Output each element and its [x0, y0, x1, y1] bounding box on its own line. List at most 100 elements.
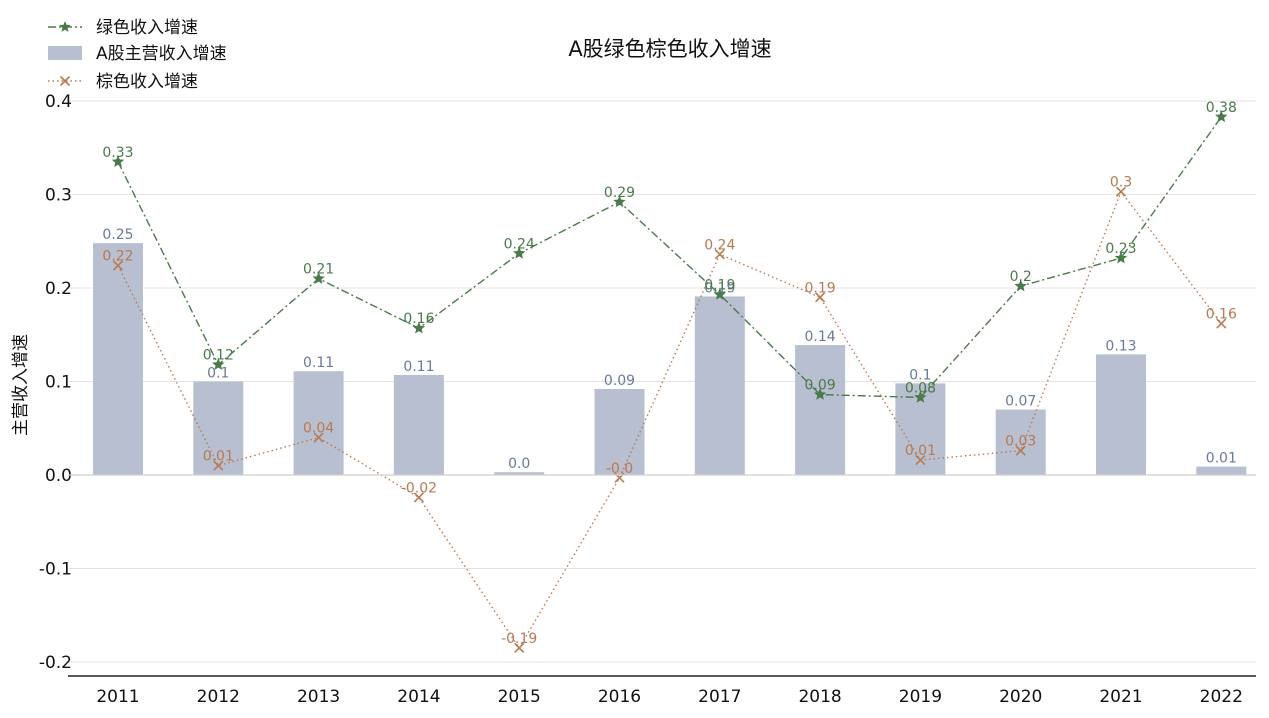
legend-item-brown: 棕色收入增速: [48, 72, 198, 92]
green-series-data-label: 0.16: [403, 311, 434, 327]
legend-x-icon: [59, 75, 71, 87]
green-series-point: [1014, 279, 1027, 292]
green-series-data-label: 0.24: [504, 236, 535, 252]
x-tick-label: 2018: [798, 687, 841, 707]
legend-item-ashare: A股主营收入增速: [48, 44, 227, 64]
y-tick-label: 0.2: [45, 279, 72, 299]
y-axis-label: 主营收入增速: [11, 334, 31, 436]
green-series-point: [1114, 251, 1128, 264]
green-series-point: [914, 390, 927, 403]
x-tick-label: 2012: [197, 687, 240, 707]
x-tick-label: 2013: [297, 687, 340, 707]
brown-series-data-label: -0.19: [501, 631, 537, 647]
data-label-layer: 0.25 0.1 0.11 0.11 0.0 0.09 0.19 0.14 0.1 0.07 0.1…: [102, 100, 1237, 647]
green-series-data-label: 0.21: [303, 262, 334, 278]
y-tick-label: 0.4: [45, 92, 72, 112]
green-series-data-label: 0.38: [1206, 100, 1237, 116]
green-series-data-label: 0.29: [604, 185, 635, 201]
line-layer: [111, 110, 1228, 654]
brown-series-point: [1115, 186, 1127, 197]
legend-label-brown: 棕色收入增速: [96, 72, 198, 92]
bar-data-label: 0.01: [1206, 451, 1237, 467]
bar-data-label: 0.25: [102, 227, 133, 243]
brown-series-data-label: 0.22: [102, 249, 133, 265]
green-series-data-label: 0.33: [102, 145, 133, 161]
x-tick-label: 2014: [397, 687, 440, 707]
bar-data-label: 0.13: [1105, 338, 1136, 354]
bar-data-label: 0.11: [303, 355, 334, 371]
brown-series-point: [815, 292, 826, 303]
green-series-point: [513, 246, 526, 259]
green-series-data-label: 0.09: [805, 378, 836, 394]
chart-title: A股绿色棕色收入增速: [568, 37, 771, 61]
bar-data-label: 0.09: [604, 373, 635, 389]
x-tick-label: 2020: [999, 687, 1042, 707]
brown-series-point: [915, 454, 926, 466]
brown-series-data-label: 0.3: [1110, 175, 1132, 191]
brown-series-point: [313, 432, 324, 443]
green-series-data-label: 0.12: [203, 348, 234, 364]
legend-item-green: 绿色收入增速: [48, 18, 198, 38]
green-series-point: [813, 388, 827, 400]
brown-series-data-label: -0.0: [606, 461, 633, 477]
bar: [995, 409, 1046, 475]
x-tick-label: 2022: [1200, 687, 1243, 707]
green-series-data-label: 0.2: [1010, 269, 1032, 285]
green-series-data-label: 0.08: [905, 380, 936, 396]
green-series-data-label: 0.23: [1105, 241, 1136, 257]
brown-series-point: [1015, 445, 1026, 456]
bar: [393, 374, 444, 475]
green-series-point: [312, 272, 325, 284]
x-tick-label: 2011: [96, 687, 139, 707]
green-series-point: [1215, 110, 1228, 123]
y-tick-label: -0.1: [39, 560, 72, 580]
bar: [795, 345, 846, 475]
y-tick-label: 0.3: [45, 186, 72, 206]
bar-data-label: 0.14: [805, 329, 836, 345]
green-series-point: [111, 155, 125, 168]
brown-series-data-label: -0.02: [401, 480, 437, 496]
y-tick-label: 0.0: [45, 466, 72, 486]
bar-data-label: 0.19: [704, 280, 735, 296]
legend-label-ashare: A股主营收入增速: [96, 44, 227, 64]
brown-series-data-label: 0.19: [805, 280, 836, 296]
brown-series-point: [413, 492, 424, 503]
bar: [193, 381, 244, 475]
bar-data-label: 0.0: [508, 456, 530, 472]
brown-series-data-label: 0.04: [303, 421, 334, 437]
green-series-point: [412, 321, 426, 334]
green-series-point: [713, 288, 726, 300]
x-tick-label: 2019: [899, 687, 942, 707]
bar: [93, 243, 143, 475]
bar: [293, 371, 344, 475]
x-tick-label: 2017: [698, 687, 741, 707]
y-tick-label: 0.1: [45, 373, 72, 393]
bar: [694, 296, 745, 475]
legend: 绿色收入增速 A股主营收入增速 棕色收入增速: [48, 18, 227, 92]
bar: [1096, 354, 1146, 475]
bar-layer: [93, 243, 1247, 475]
x-tick-label: 2016: [598, 687, 641, 707]
brown-series-line: [117, 190, 1222, 650]
legend-label-green: 绿色收入增速: [96, 18, 198, 38]
bar-data-label: 0.1: [909, 367, 931, 383]
legend-swatch-ashare: [48, 46, 82, 60]
brown-series-point: [112, 260, 124, 271]
x-tick-label: 2021: [1099, 687, 1142, 707]
green-series-point: [212, 358, 225, 370]
green-series-data-label: 0.19: [704, 278, 735, 294]
bar: [594, 388, 645, 475]
legend-star-icon: [59, 21, 71, 32]
brown-series-point: [714, 249, 725, 260]
brown-series-data-label: 0.16: [1206, 307, 1237, 323]
brown-series-point: [213, 460, 224, 471]
bar-data-label: 0.11: [403, 359, 434, 375]
bar-data-label: 0.1: [207, 366, 229, 382]
x-tick-label: 2015: [498, 687, 541, 707]
axis-layer: -0.2 -0.1 0.0 0.1 0.2 0.3 0.4 2011 2012 2013 2014 2…: [39, 92, 1256, 707]
y-tick-label: -0.2: [39, 653, 72, 673]
brown-series-data-label: 0.01: [203, 449, 234, 465]
bar-data-label: 0.07: [1005, 394, 1036, 410]
brown-series-point: [514, 642, 525, 654]
